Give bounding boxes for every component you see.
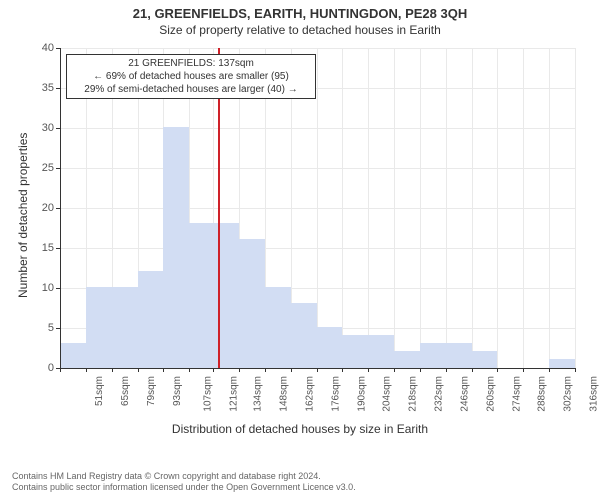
histogram-bar: [368, 335, 394, 368]
x-tick-label: 162sqm: [304, 376, 315, 412]
y-tick-label: 5: [26, 322, 54, 334]
grid-line: [575, 48, 576, 368]
x-tick-label: 316sqm: [589, 376, 600, 412]
page-title: 21, GREENFIELDS, EARITH, HUNTINGDON, PE2…: [0, 0, 600, 21]
annotation-line-2: ← 69% of detached houses are smaller (95…: [71, 70, 311, 83]
histogram-plot: 051015202530354051sqm65sqm79sqm93sqm107s…: [60, 48, 575, 368]
histogram-bar: [138, 271, 164, 368]
histogram-bar: [189, 223, 213, 368]
histogram-bar: [446, 343, 472, 368]
annotation-line-3: 29% of semi-detached houses are larger (…: [71, 83, 311, 96]
x-tick-label: 107sqm: [203, 376, 214, 412]
annotation-line-1: 21 GREENFIELDS: 137sqm: [71, 57, 311, 70]
grid-line: [497, 48, 498, 368]
x-tick-label: 232sqm: [434, 376, 445, 412]
x-tick-label: 302sqm: [563, 376, 574, 412]
y-tick-label: 30: [26, 122, 54, 134]
histogram-bar: [265, 287, 291, 368]
grid-line: [549, 48, 550, 368]
grid-line: [446, 48, 447, 368]
x-tick-label: 176sqm: [330, 376, 341, 412]
x-tick-label: 79sqm: [146, 376, 157, 406]
histogram-bar: [112, 287, 138, 368]
x-tick-label: 93sqm: [172, 376, 183, 406]
histogram-bar: [394, 351, 420, 368]
page-subtitle: Size of property relative to detached ho…: [0, 23, 600, 37]
histogram-bar: [549, 359, 575, 368]
grid-line: [523, 48, 524, 368]
x-tick-label: 148sqm: [279, 376, 290, 412]
histogram-bar: [60, 343, 86, 368]
y-tick-label: 35: [26, 82, 54, 94]
grid-line: [420, 48, 421, 368]
histogram-bar: [291, 303, 317, 368]
x-tick-label: 260sqm: [485, 376, 496, 412]
x-tick-label: 218sqm: [408, 376, 419, 412]
histogram-bar: [163, 127, 189, 368]
y-axis-line: [60, 48, 61, 368]
y-tick-label: 15: [26, 242, 54, 254]
y-tick-label: 40: [26, 42, 54, 54]
x-tick-label: 274sqm: [511, 376, 522, 412]
histogram-bar: [342, 335, 368, 368]
footer-attribution: Contains HM Land Registry data © Crown c…: [12, 471, 356, 494]
x-tick-label: 65sqm: [120, 376, 131, 406]
x-tick-label: 246sqm: [460, 376, 471, 412]
x-tick-label: 134sqm: [253, 376, 264, 412]
annotation-box: 21 GREENFIELDS: 137sqm← 69% of detached …: [66, 54, 316, 99]
histogram-bar: [472, 351, 498, 368]
x-tick-label: 51sqm: [94, 376, 105, 406]
histogram-bar: [239, 239, 265, 368]
x-tick-label: 288sqm: [537, 376, 548, 412]
grid-line: [368, 48, 369, 368]
x-tick-mark: [575, 368, 576, 372]
x-tick-label: 190sqm: [356, 376, 367, 412]
x-tick-label: 121sqm: [229, 376, 240, 412]
x-tick-label: 204sqm: [382, 376, 393, 412]
x-axis-label: Distribution of detached houses by size …: [0, 422, 600, 436]
y-tick-label: 20: [26, 202, 54, 214]
grid-line: [317, 48, 318, 368]
histogram-bar: [86, 287, 112, 368]
histogram-bar: [317, 327, 343, 368]
grid-line: [472, 48, 473, 368]
grid-line: [342, 48, 343, 368]
y-tick-label: 10: [26, 282, 54, 294]
footer-line-2: Contains public sector information licen…: [12, 482, 356, 494]
grid-line: [394, 48, 395, 368]
x-axis-line: [60, 368, 575, 369]
y-axis-label: Number of detached properties: [16, 133, 30, 298]
y-tick-label: 25: [26, 162, 54, 174]
y-tick-label: 0: [26, 362, 54, 374]
footer-line-1: Contains HM Land Registry data © Crown c…: [12, 471, 356, 483]
histogram-bar: [420, 343, 446, 368]
